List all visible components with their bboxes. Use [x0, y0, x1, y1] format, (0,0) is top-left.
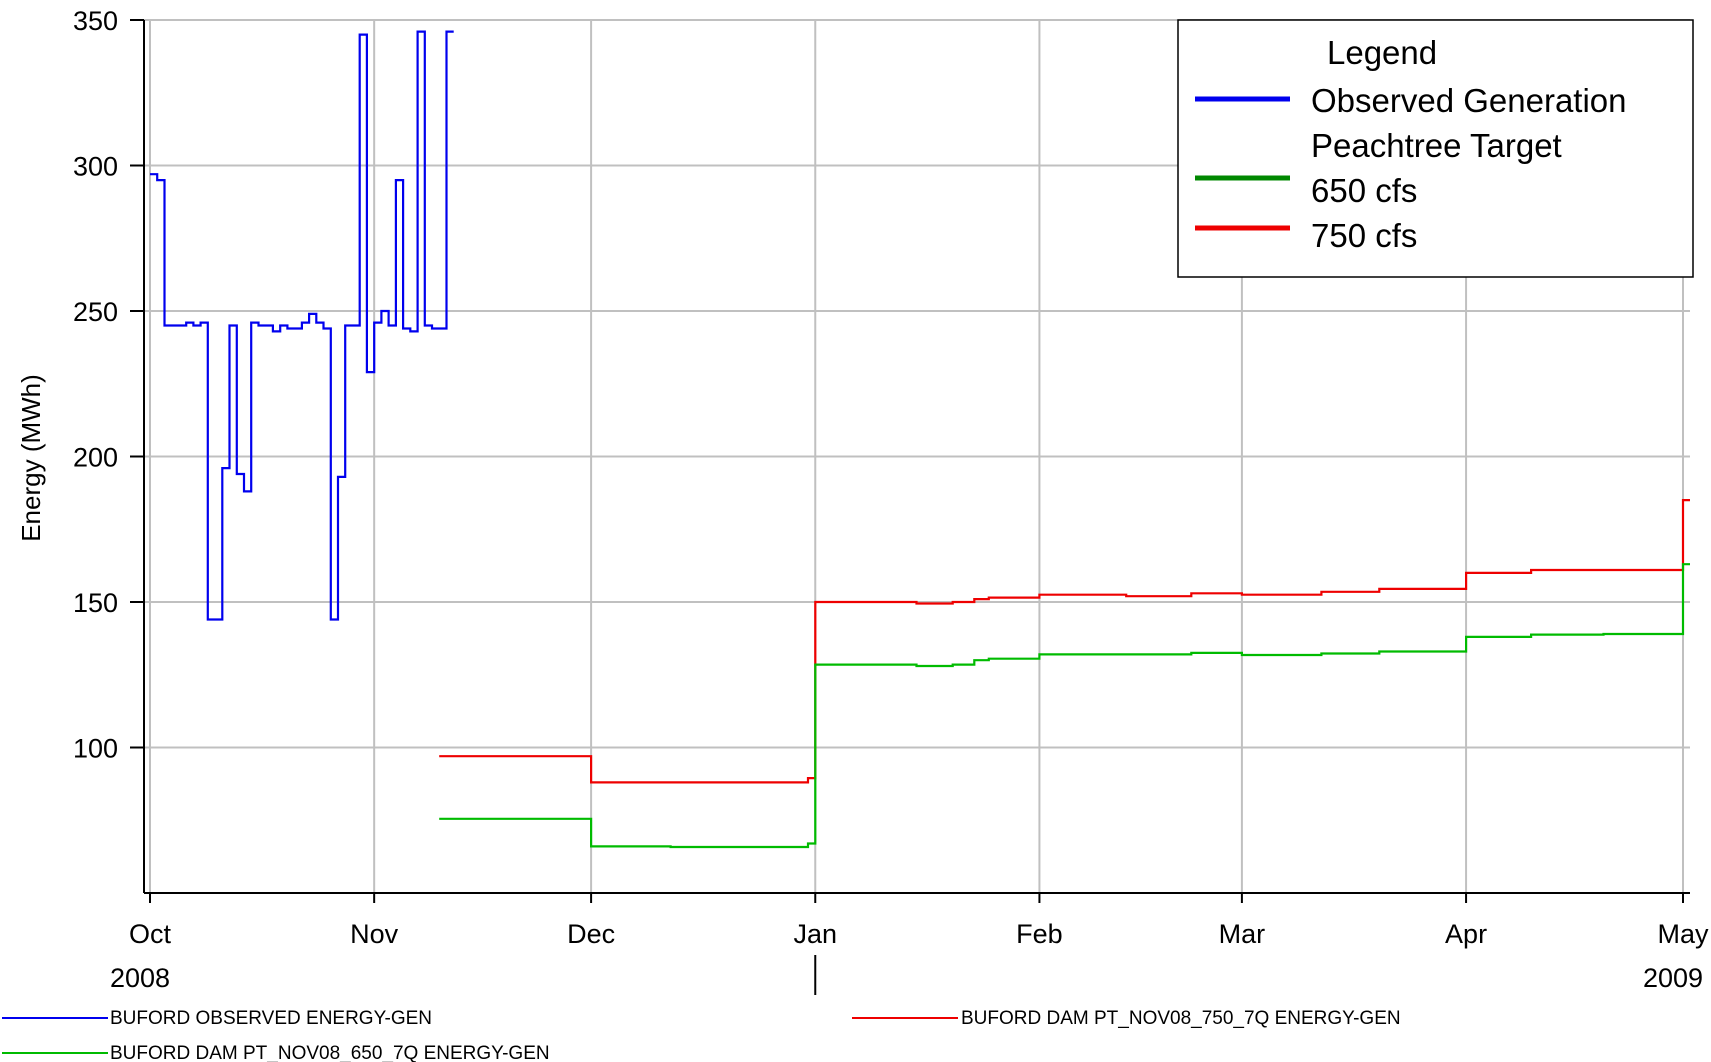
- x-tick-label: Oct: [129, 919, 172, 949]
- x-tick-label: Feb: [1016, 919, 1063, 949]
- x-year-label: 2009: [1643, 963, 1703, 993]
- bottom-legend-650: BUFORD DAM PT_NOV08_650_7Q ENERGY-GEN: [110, 1043, 550, 1062]
- x-tick-label: Nov: [350, 919, 399, 949]
- y-tick-label: 100: [73, 734, 118, 764]
- y-tick-label: 200: [73, 443, 118, 473]
- x-tick-label: May: [1657, 919, 1709, 949]
- series-line-0: [150, 30, 454, 621]
- legend-title: Legend: [1327, 34, 1437, 71]
- x-tick-label: Dec: [567, 919, 615, 949]
- x-tick-label: Jan: [793, 919, 837, 949]
- legend-box: Legend Observed Generation Peachtree Tar…: [1177, 19, 1694, 278]
- y-tick-label: 150: [73, 588, 118, 618]
- bottom-legend-observed: BUFORD OBSERVED ENERGY-GEN: [110, 1008, 432, 1029]
- y-tick-label: 250: [73, 297, 118, 327]
- y-axis-ticks: 100 150 200 250 300 350: [73, 6, 144, 764]
- series-line-2: [439, 563, 1690, 849]
- x-tick-label: Mar: [1219, 919, 1266, 949]
- x-axis-ticks: Oct Nov Dec Jan Feb Mar Apr May 2008 2009: [110, 893, 1709, 995]
- bottom-legend: BUFORD OBSERVED ENERGY-GEN BUFORD DAM PT…: [2, 1008, 1401, 1062]
- y-tick-label: 300: [73, 152, 118, 182]
- legend-entry-target: Peachtree Target: [1311, 127, 1562, 164]
- y-axis-label: Energy (MWh): [16, 374, 46, 542]
- bottom-legend-750: BUFORD DAM PT_NOV08_750_7Q ENERGY-GEN: [961, 1008, 1401, 1029]
- legend-entry-650: 650 cfs: [1311, 172, 1417, 209]
- series-line-1: [439, 499, 1690, 784]
- y-tick-label: 350: [73, 6, 118, 36]
- legend-entry-observed: Observed Generation: [1311, 82, 1627, 119]
- series-layer: [150, 30, 1690, 849]
- x-year-label: 2008: [110, 963, 170, 993]
- legend-entry-750: 750 cfs: [1311, 217, 1417, 254]
- x-tick-label: Apr: [1445, 919, 1487, 949]
